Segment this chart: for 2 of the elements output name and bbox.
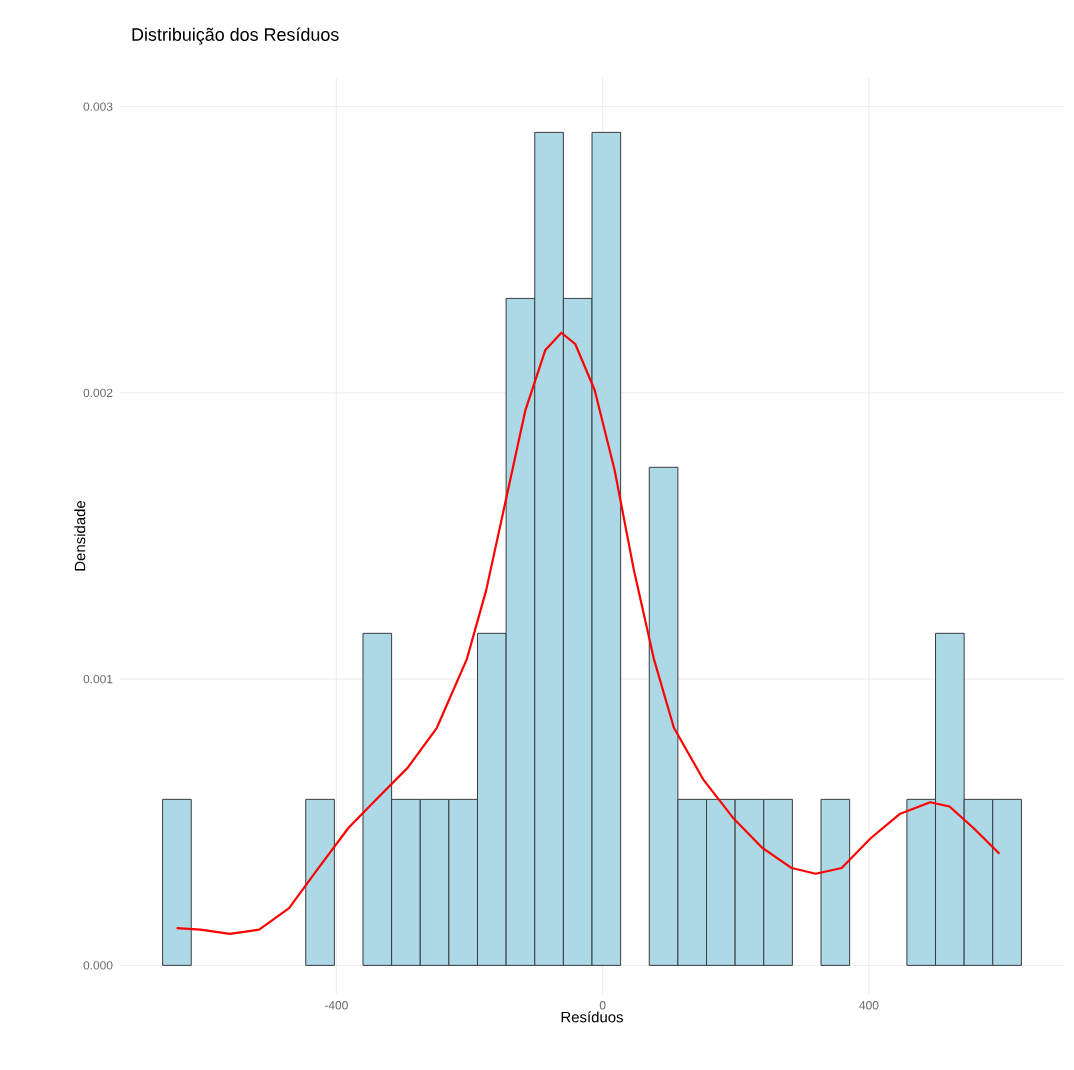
line-series (175, 331, 1001, 935)
chart-title: Distribuição dos Resíduos (132, 27, 339, 45)
